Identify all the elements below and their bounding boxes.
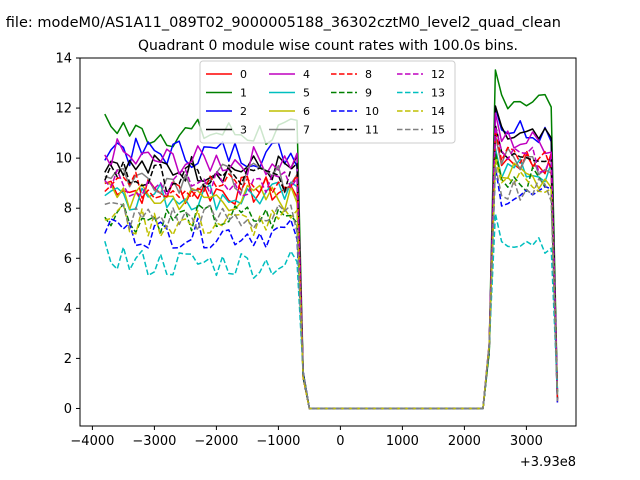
chart-title: Quadrant 0 module wise count rates with … xyxy=(138,38,518,54)
x-tick-label: 1000 xyxy=(386,434,419,449)
x-tick-label: −1000 xyxy=(256,434,300,449)
legend-label-3: 3 xyxy=(240,124,247,137)
legend-frame xyxy=(199,60,456,144)
x-tick-label: 3000 xyxy=(510,434,543,449)
legend-label-14: 14 xyxy=(431,105,445,118)
y-tick-label: 4 xyxy=(64,302,72,317)
legend-label-13: 13 xyxy=(431,87,445,100)
x-tick-label: 2000 xyxy=(448,434,481,449)
y-tick-label: 2 xyxy=(64,352,72,367)
y-tick-label: 12 xyxy=(55,102,72,117)
legend-label-4: 4 xyxy=(303,68,310,81)
figure-suptitle: n file: modeM0/AS1A11_089T02_9000005188_… xyxy=(0,15,561,31)
legend-label-10: 10 xyxy=(365,105,379,118)
x-tick-label: 0 xyxy=(336,434,344,449)
x-tick-label: −4000 xyxy=(70,434,114,449)
legend-label-11: 11 xyxy=(365,124,379,137)
y-tick-label: 14 xyxy=(55,52,72,67)
legend-label-1: 1 xyxy=(240,87,247,100)
y-tick-label: 10 xyxy=(55,152,72,167)
legend-label-6: 6 xyxy=(303,105,310,118)
legend-label-15: 15 xyxy=(431,124,445,137)
legend-label-7: 7 xyxy=(303,124,310,137)
legend-label-12: 12 xyxy=(431,68,445,81)
legend-label-5: 5 xyxy=(303,87,310,100)
legend-label-9: 9 xyxy=(365,87,372,100)
x-tick-label: −3000 xyxy=(132,434,176,449)
legend-label-0: 0 xyxy=(240,68,247,81)
x-axis-offset-label: +3.93e8 xyxy=(520,455,576,470)
legend-label-2: 2 xyxy=(240,105,247,118)
y-tick-label: 0 xyxy=(64,402,72,417)
y-tick-label: 6 xyxy=(64,252,72,267)
series-line-15 xyxy=(104,165,559,410)
legend-label-8: 8 xyxy=(365,68,372,81)
y-tick-label: 8 xyxy=(64,202,72,217)
x-tick-label: −2000 xyxy=(194,434,238,449)
